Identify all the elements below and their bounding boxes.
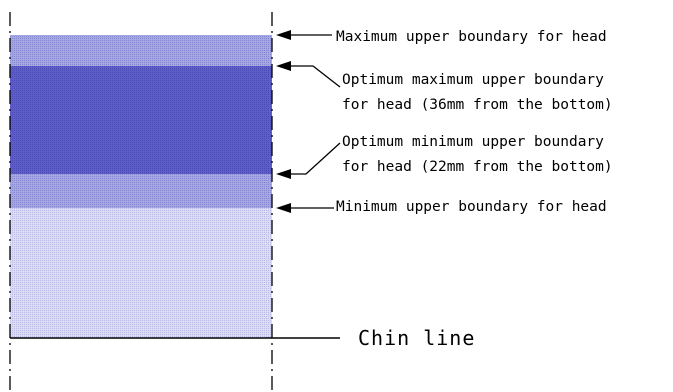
arrowhead-icon [276,169,291,179]
optimum-max-leader [276,61,341,88]
chin-line-label: Chin line [358,326,475,350]
max-upper-leader [276,30,332,40]
arrowhead-icon [276,30,291,40]
min-upper-leader [276,203,334,213]
min-upper-label: Minimum upper boundary for head [336,199,607,215]
max-upper-label: Maximum upper boundary for head [336,29,607,45]
max-to-optimum-max-band [10,35,272,66]
optimum-min-to-min-band [10,174,272,208]
optimum-range-band [10,66,272,174]
optimum-min-leader [276,142,341,179]
optimum-min-label-line1: Optimum minimum upper boundary [342,134,604,150]
optimum-min-label-line2: for head (22mm from the bottom) [342,159,613,175]
arrowhead-icon [276,61,291,71]
optimum-max-label-line2: for head (36mm from the bottom) [342,97,613,113]
lower-face-area [10,208,272,338]
optimum-max-label-line1: Optimum maximum upper boundary [342,72,604,88]
arrowhead-icon [276,203,291,213]
